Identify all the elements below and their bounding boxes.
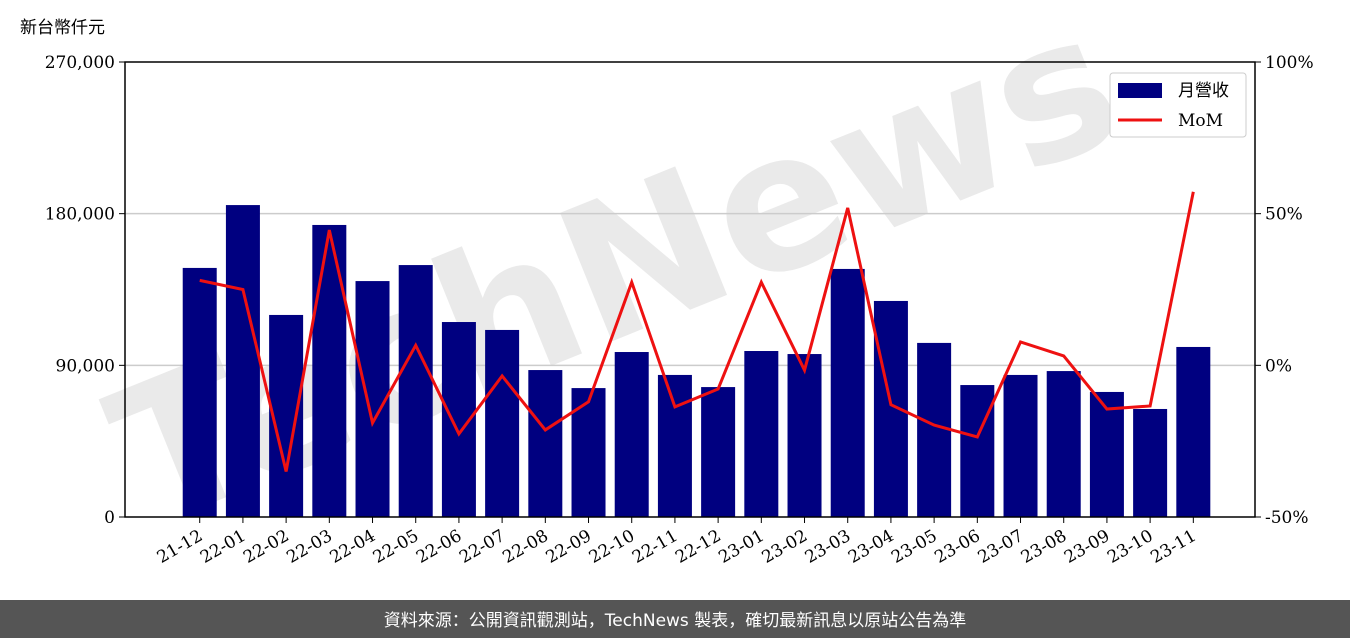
x-tick-label: 23-08 [1018,526,1070,568]
x-tick-label: 22-07 [456,526,508,568]
x-tick-label: 23-06 [931,526,983,568]
x-tick-label: 23-11 [1147,526,1199,568]
bar [1133,408,1168,517]
x-tick-label: 22-12 [672,526,724,568]
bar [1089,391,1124,517]
x-tick-label: 23-03 [802,526,854,568]
plot-frame [124,61,1256,518]
bar [960,385,995,517]
x-tick-label: 22-08 [499,526,551,568]
bar [614,352,649,517]
legend-swatch [1118,83,1162,98]
y-tick-label: 90,000 [56,356,115,376]
bar [1176,346,1211,517]
line [199,191,1195,472]
y2-tick-label: -50% [1265,508,1309,528]
legend-label: MoM [1178,111,1223,131]
bar [701,387,736,517]
bar [528,370,563,517]
y2-tick-label: 100% [1265,53,1314,73]
x-tick-label: 22-10 [586,526,638,568]
x-tick-label: 23-09 [1061,526,1113,568]
bar [1046,371,1081,517]
y-tick-label: 180,000 [45,205,115,225]
bar [744,351,779,517]
y-axis-label: 新台幣仟元 [20,18,105,38]
x-tick-label: 22-09 [543,526,595,568]
x-tick-label: 23-01 [715,526,767,568]
x-tick-label: 22-03 [283,526,335,568]
x-tick-label: 23-05 [888,526,940,568]
x-tick-label: 23-10 [1104,526,1156,568]
footer-band [0,600,1350,638]
legend-label: 月營收 [1178,81,1229,101]
bar [225,205,260,518]
bar [571,388,606,517]
bar [917,342,952,517]
y2-tick-label: 50% [1265,205,1303,225]
bar [657,374,692,517]
x-tick-label: 23-02 [759,526,811,568]
x-tick-label: 22-06 [413,526,465,568]
bar [355,281,390,517]
x-tick-label: 22-04 [327,526,379,568]
y2-tick-label: 0% [1265,356,1292,376]
x-tick-label: 22-11 [629,526,681,568]
y-tick-label: 0 [104,508,115,528]
x-tick-label: 23-07 [975,526,1027,568]
y-tick-label: 270,000 [45,53,115,73]
footer: 資料來源：公開資訊觀測站，TechNews 製表，確切最新訊息以原站公告為準 [384,611,966,631]
bar [787,354,822,517]
bar [830,268,865,517]
x-tick-label: 23-04 [845,526,897,568]
bar [398,265,433,517]
bar [182,267,217,517]
bar [485,329,520,517]
bar [312,224,347,518]
bar [1003,374,1038,517]
x-tick-label: 22-05 [370,526,422,568]
